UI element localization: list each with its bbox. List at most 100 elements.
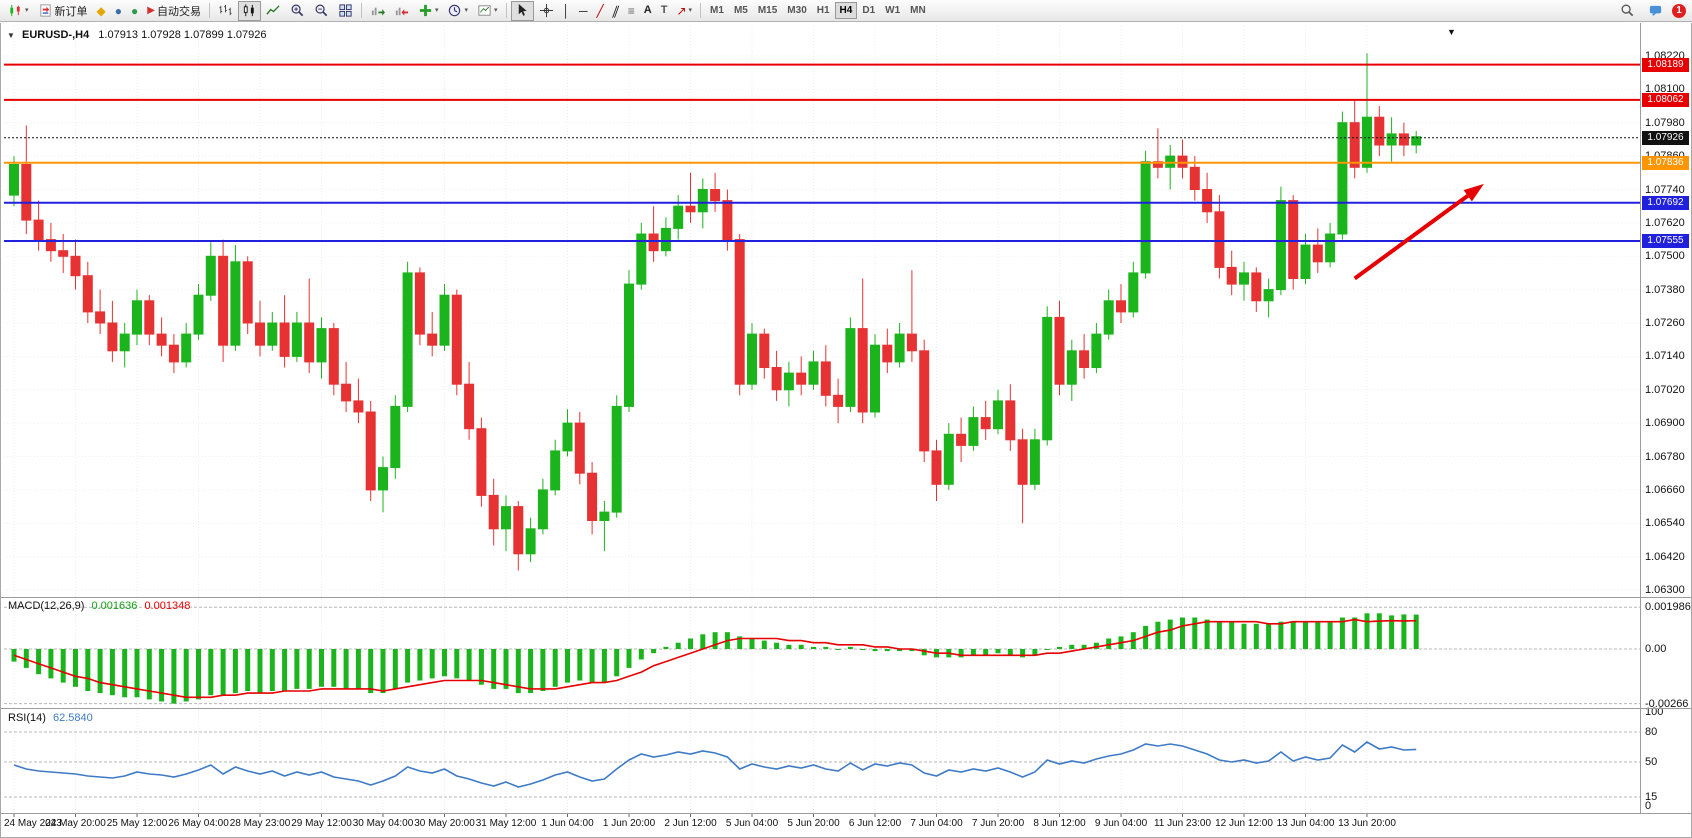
chart-shift-button[interactable] — [390, 1, 413, 21]
bull-candle — [267, 322, 278, 346]
bull-candle — [291, 322, 302, 357]
macd-histogram-bar — [712, 632, 718, 649]
bear-candle — [95, 311, 106, 324]
macd-histogram-bar — [368, 649, 374, 694]
bear-candle — [107, 322, 118, 352]
label-button[interactable]: T — [657, 1, 672, 21]
auto-trading-icon: ▶ — [147, 4, 155, 16]
timeframe-button-h4[interactable]: H4 — [834, 2, 858, 19]
cursor-button[interactable] — [510, 0, 534, 21]
macd-histogram-bar — [589, 649, 595, 683]
text-button[interactable]: A — [640, 1, 656, 21]
time-axis-separator — [0, 813, 1692, 814]
trend-arrow-line[interactable] — [1353, 194, 1469, 281]
bear-candle — [365, 411, 376, 491]
bar-chart-button[interactable] — [214, 1, 237, 21]
bull-candle — [316, 328, 327, 363]
bear-candle — [1054, 316, 1065, 385]
label-icon: T — [660, 4, 668, 16]
crosshair-button[interactable] — [535, 1, 558, 21]
chat-button[interactable] — [1644, 1, 1667, 21]
channel-icon: ∥ — [610, 3, 622, 18]
macd-histogram-bar — [761, 640, 767, 649]
timeframe-button-m1[interactable]: M1 — [710, 5, 724, 16]
vertical-line-icon: │ — [562, 3, 571, 18]
bear-candle — [1202, 189, 1213, 213]
timeframe-button-m15[interactable]: M15 — [757, 5, 778, 16]
macd-histogram-bar — [1069, 644, 1075, 649]
bear-candle — [1079, 350, 1090, 368]
macd-histogram-bar — [380, 649, 386, 694]
zoom-in-icon — [291, 4, 304, 17]
auto-trading-button[interactable]: ▶ 自动交易 — [143, 1, 205, 21]
bear-candle — [476, 428, 487, 496]
notification-badge[interactable]: 1 — [1672, 3, 1686, 18]
macd-histogram-bar — [1389, 615, 1395, 649]
bear-candle — [1214, 211, 1225, 268]
horizontal-line-button[interactable]: ─ — [575, 1, 592, 21]
bull-candle — [894, 333, 905, 363]
line-chart-button[interactable] — [262, 1, 285, 21]
zoom-out-icon — [315, 4, 328, 17]
macd-histogram-bar — [36, 649, 42, 675]
zoom-in-button[interactable] — [286, 1, 309, 21]
indicators-button[interactable]: ▾ — [414, 1, 443, 21]
bear-candle — [414, 272, 425, 335]
macd-histogram-bar — [601, 649, 607, 683]
bear-candle — [341, 383, 352, 402]
tile-windows-icon — [339, 4, 352, 17]
auto-scroll-button[interactable] — [366, 1, 389, 21]
macd-histogram-bar — [1180, 617, 1185, 649]
arrow-tools-button[interactable]: ↗ ▾ — [672, 1, 696, 21]
macd-histogram-bar — [675, 642, 681, 649]
trend-arrow-head[interactable] — [1463, 183, 1484, 202]
bull-candle — [1239, 272, 1249, 285]
data-window-icon: ● — [114, 3, 122, 18]
bear-candle — [1152, 161, 1163, 168]
macd-histogram-bar — [663, 646, 669, 649]
fibonacci-button[interactable]: ≡ — [624, 1, 639, 21]
panel-divider-rsi[interactable] — [0, 708, 1692, 709]
templates-button[interactable]: ▾ — [473, 1, 502, 21]
timeframe-button-m5[interactable]: M5 — [733, 5, 748, 16]
timeframe-button-m30[interactable]: M30 — [787, 5, 807, 16]
macd-histogram-bar — [958, 649, 964, 658]
rsi-title: RSI(14) — [8, 712, 46, 724]
new-chart-button[interactable]: ▾ — [4, 1, 33, 21]
trendline-button[interactable]: ╱ — [593, 1, 608, 21]
macd-histogram-bar — [1364, 613, 1370, 649]
timeframe-button-mn[interactable]: MN — [910, 5, 926, 16]
bear-candle — [919, 350, 930, 452]
market-watch-button[interactable]: ◆ — [93, 1, 110, 21]
timeframe-button-w1[interactable]: W1 — [885, 5, 901, 16]
new-order-button[interactable]: 新订单 — [34, 1, 92, 21]
panel-divider-macd[interactable] — [0, 597, 1692, 598]
bull-candle — [1165, 155, 1176, 168]
vertical-line-button[interactable]: │ — [559, 1, 575, 21]
bar-chart-icon — [219, 4, 232, 16]
bull-candle — [1066, 350, 1077, 385]
data-window-button[interactable]: ● — [111, 1, 126, 21]
toolbar-separator — [505, 3, 507, 18]
one-click-trading-toggle[interactable]: ▼ — [7, 31, 15, 40]
bull-candle — [1386, 133, 1397, 146]
rsi-panel-label: RSI(14) 62.5840 — [8, 712, 93, 724]
auto-trading-label: 自动交易 — [156, 5, 201, 18]
periods-button[interactable]: ▾ — [443, 1, 472, 21]
navigator-button[interactable]: ● — [127, 1, 142, 21]
bull-candle — [537, 489, 548, 530]
zoom-out-button[interactable] — [310, 1, 333, 21]
macd-histogram-bar — [183, 649, 189, 702]
channel-button[interactable]: ∥ — [609, 1, 623, 21]
bull-candle — [501, 506, 511, 530]
candlestick-chart-button[interactable] — [237, 0, 261, 21]
search-button[interactable] — [1616, 1, 1639, 21]
timeframe-button-h1[interactable]: H1 — [816, 5, 830, 16]
macd-histogram-bar — [552, 649, 558, 687]
price-axis-separator[interactable] — [1640, 23, 1641, 813]
tile-windows-button[interactable] — [334, 1, 357, 21]
macd-histogram-bar — [921, 649, 927, 656]
macd-histogram-bar — [970, 649, 976, 656]
timeframe-button-d1[interactable]: D1 — [862, 5, 876, 16]
